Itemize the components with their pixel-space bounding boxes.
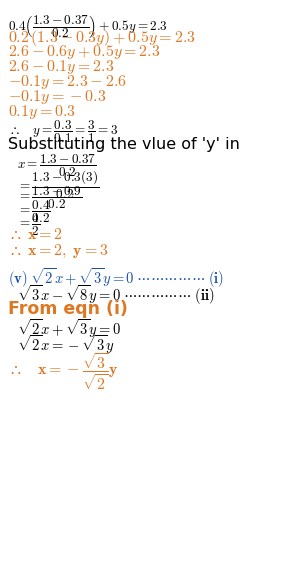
Text: $\therefore\;\mathbf{x=2}$: $\therefore\;\mathbf{x=2}$ — [8, 227, 63, 242]
Text: $-0.1y=2.3-2.6$: $-0.1y=2.3-2.6$ — [8, 73, 127, 91]
Text: $2.6-0.6y+0.5y=2.3$: $2.6-0.6y+0.5y=2.3$ — [8, 43, 161, 62]
Text: $=\dfrac{1.3-0.9}{0.2}$: $=\dfrac{1.3-0.9}{0.2}$ — [17, 185, 82, 211]
Text: $-0.1y=-0.3$: $-0.1y=-0.3$ — [8, 88, 107, 106]
Text: $\sqrt{3}x-\sqrt{8}y=0\;\cdots\cdots\cdots\cdots\cdots\;\mathbf{(ii)}$: $\sqrt{3}x-\sqrt{8}y=0\;\cdots\cdots\cdo… — [17, 283, 215, 307]
Text: $\therefore\quad\mathbf{x=-\dfrac{\sqrt{3}}{\sqrt{2}}y}$: $\therefore\quad\mathbf{x=-\dfrac{\sqrt{… — [8, 351, 119, 392]
Text: $0.2\,(1.3-0.3y)+0.5y=2.3$: $0.2\,(1.3-0.3y)+0.5y=2.3$ — [8, 28, 196, 48]
Text: $0.1y=0.3$: $0.1y=0.3$ — [8, 103, 76, 121]
Text: $\sqrt{2}x=-\sqrt{3}y$: $\sqrt{2}x=-\sqrt{3}y$ — [17, 333, 115, 356]
Text: $\therefore\;\mathbf{x=2,\;y=3}$: $\therefore\;\mathbf{x=2,\;y=3}$ — [8, 243, 109, 260]
Text: $x=\dfrac{1.3-0.37}{0.2}$: $x=\dfrac{1.3-0.37}{0.2}$ — [17, 153, 97, 180]
Text: $\therefore\quad y=\dfrac{0.3}{0.1}=\dfrac{3}{1}=3$: $\therefore\quad y=\dfrac{0.3}{0.1}=\dfr… — [8, 119, 119, 145]
Text: $=\dfrac{0.4}{0.2}$: $=\dfrac{0.4}{0.2}$ — [17, 199, 51, 225]
Text: Substituting the vlue of 'y' in: Substituting the vlue of 'y' in — [8, 137, 240, 152]
Text: $\sqrt{2}x+\sqrt{3}y=0$: $\sqrt{2}x+\sqrt{3}y=0$ — [17, 317, 121, 340]
Text: $=\dfrac{1.3-0.3(3)}{0.2}$: $=\dfrac{1.3-0.3(3)}{0.2}$ — [17, 169, 99, 201]
Text: $2.6-0.1y=2.3$: $2.6-0.1y=2.3$ — [8, 58, 115, 76]
Text: $0.4\left(\dfrac{1.3-0.37}{0.2}\right)+0.5y=2.3$: $0.4\left(\dfrac{1.3-0.37}{0.2}\right)+0… — [8, 13, 168, 40]
Text: $\mathbf{(v)}\;\sqrt{2}x+\sqrt{3}y=0\;\cdots\cdots\cdots\cdots\cdots\;\mathbf{(i: $\mathbf{(v)}\;\sqrt{2}x+\sqrt{3}y=0\;\c… — [8, 266, 224, 290]
Text: From eqn (i): From eqn (i) — [8, 300, 128, 319]
Text: $=\dfrac{4}{2}$: $=\dfrac{4}{2}$ — [17, 212, 40, 238]
